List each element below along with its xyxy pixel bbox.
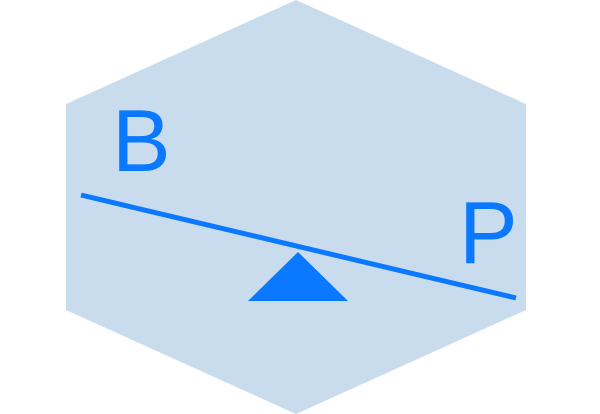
seesaw-beam xyxy=(80,192,517,301)
right-letter: P xyxy=(459,183,518,282)
fulcrum-triangle-icon xyxy=(248,252,348,301)
left-letter: B xyxy=(112,91,171,190)
hexagon-background xyxy=(66,0,526,414)
